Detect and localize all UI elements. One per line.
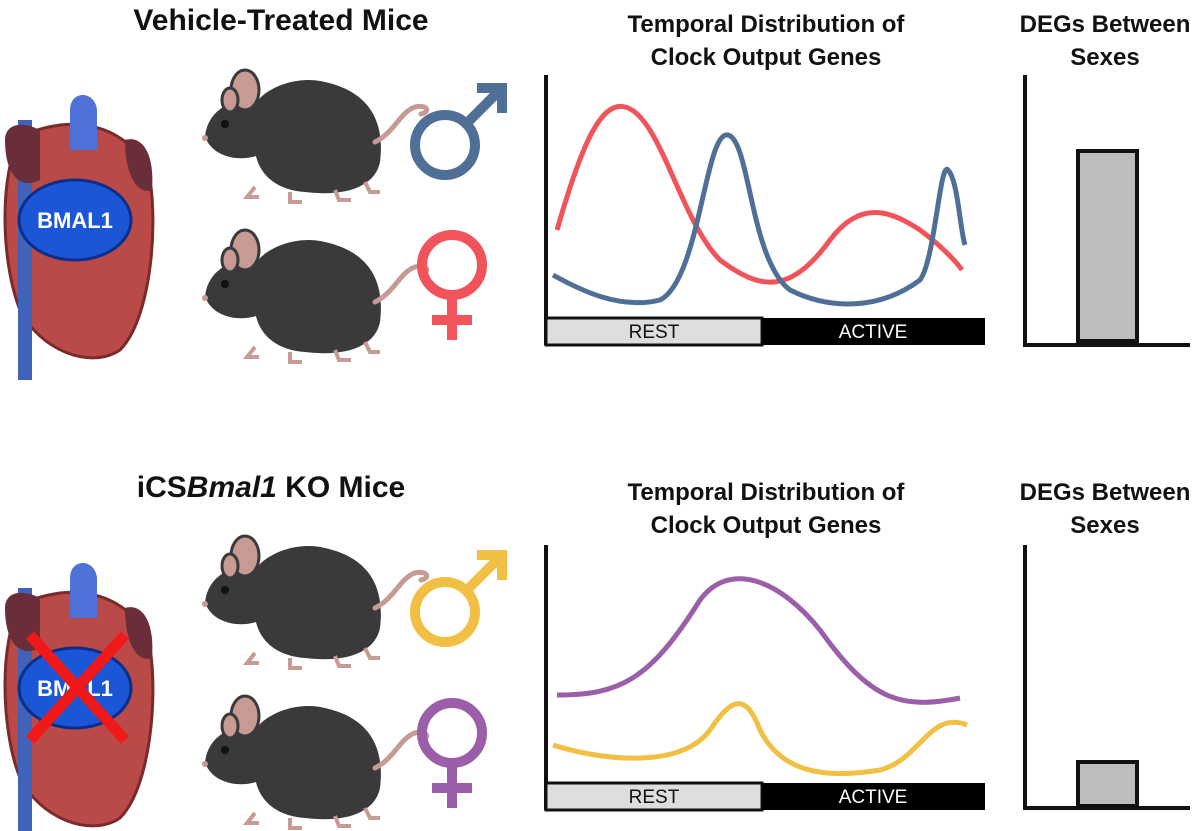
- phase-label: REST: [629, 787, 680, 808]
- mouse-icon: [202, 536, 427, 668]
- chart-title: Temporal Distribution of Clock Output Gen…: [628, 479, 906, 539]
- active-bar: [762, 783, 985, 810]
- title-text: iCS: [137, 471, 187, 504]
- deg-title-line: Sexes: [1070, 44, 1139, 71]
- phase-label: ACTIVE: [839, 787, 908, 808]
- title-text: KO Mice: [277, 471, 405, 504]
- panel: Vehicle-Treated Mice BMAL1 Temporal Dist…: [5, 4, 1190, 380]
- phase-label: ACTIVE: [839, 322, 908, 343]
- male-curve: [552, 701, 968, 777]
- panel-title: iCSBmal1 KO Mice: [137, 471, 405, 504]
- deg-bar: [1076, 760, 1139, 808]
- female-symbol: [422, 703, 482, 808]
- male-symbol: [415, 88, 502, 175]
- chart-title-line: Temporal Distribution of: [628, 11, 906, 38]
- active-bar: [762, 318, 985, 345]
- panel-title: Vehicle-Treated Mice: [133, 4, 428, 37]
- chart-title: Temporal Distribution of Clock Output Gen…: [628, 11, 906, 71]
- knockout-cross: [25, 631, 130, 744]
- male-symbol: [415, 555, 502, 642]
- female-curve: [556, 576, 961, 705]
- deg-title-line: Sexes: [1070, 512, 1139, 539]
- chart-title-line: Temporal Distribution of: [628, 479, 906, 506]
- deg-title: DEGs Between Sexes: [1020, 479, 1191, 539]
- phase-label: REST: [629, 322, 680, 343]
- deg-title-line: DEGs Between: [1020, 479, 1191, 506]
- heart-icon: [5, 95, 153, 380]
- rest-bar: [544, 781, 764, 812]
- panel: iCSBmal1 KO Mice BMAL1 Temporal Distribu…: [5, 471, 1190, 831]
- deg-bar: [1076, 149, 1139, 343]
- deg-title: DEGs Between Sexes: [1020, 11, 1191, 71]
- title-text: Bmal1: [187, 471, 277, 504]
- deg-axes: [1023, 75, 1190, 347]
- mouse-icon: [202, 696, 427, 828]
- mouse-icon: [202, 70, 427, 202]
- male-curve: [551, 132, 968, 307]
- mouse-icon: [202, 230, 427, 362]
- chart-title-line: Clock Output Genes: [651, 44, 882, 71]
- female-curve: [554, 103, 965, 285]
- female-symbol: [422, 235, 482, 340]
- title-text: Vehicle-Treated Mice: [133, 4, 428, 37]
- heart-label: BMAL1: [37, 208, 113, 233]
- deg-title-line: DEGs Between: [1020, 11, 1191, 38]
- chart-title-line: Clock Output Genes: [651, 512, 882, 539]
